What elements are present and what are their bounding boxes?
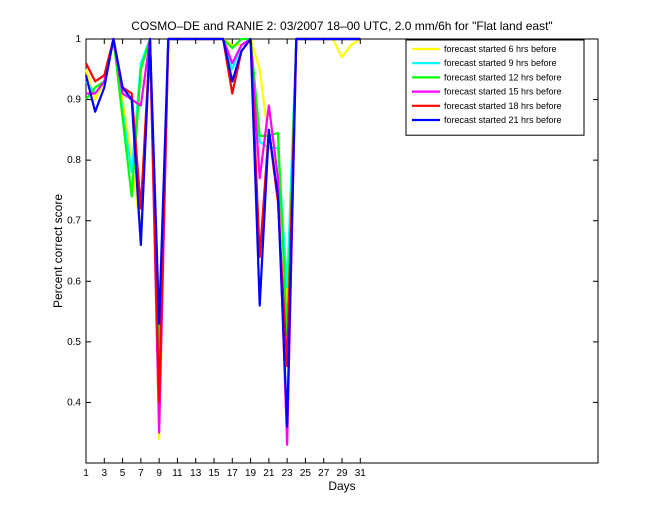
x-tick-label: 29 <box>336 468 348 479</box>
x-tick-label: 23 <box>282 468 294 479</box>
legend-entry: forecast started 21 hrs before <box>444 115 562 125</box>
y-tick-label: 0.6 <box>67 276 81 287</box>
y-tick-label: 0.7 <box>67 216 81 227</box>
x-tick-label: 11 <box>172 468 183 479</box>
y-tick-label: 0.4 <box>67 397 81 408</box>
legend: forecast started 6 hrs before forecast st… <box>405 39 585 136</box>
y-tick-label: 0.9 <box>67 95 81 106</box>
x-tick-label: 25 <box>300 468 312 479</box>
x-tick-label: 9 <box>156 468 162 479</box>
x-tick-label: 21 <box>263 468 275 479</box>
x-tick-label: 15 <box>208 468 220 479</box>
legend-entry: forecast started 12 hrs before <box>444 72 562 82</box>
chart-title: COSMO–DE and RANIE 2: 03/2007 18–00 UTC,… <box>131 19 552 33</box>
x-tick-label: 17 <box>227 468 239 479</box>
x-tick-label: 13 <box>190 468 202 479</box>
x-tick-label: 5 <box>120 468 126 479</box>
y-axis-title: Percent correct score <box>51 194 65 308</box>
x-tick-label: 7 <box>138 468 144 479</box>
y-tick-label: 1 <box>75 34 81 45</box>
y-tick-label: 0.8 <box>67 155 81 166</box>
y-tick-label: 0.5 <box>67 337 81 348</box>
x-tick-label: 19 <box>245 468 257 479</box>
legend-entry: forecast started 15 hrs before <box>444 87 562 97</box>
legend-entry: forecast started 6 hrs before <box>444 44 557 54</box>
legend-entry: forecast started 9 hrs before <box>444 58 557 68</box>
x-axis-title: Days <box>328 479 355 493</box>
x-tick-label: 3 <box>102 468 108 479</box>
series-line-6 <box>84 37 361 428</box>
x-tick-label: 31 <box>355 468 367 479</box>
legend-entry: forecast started 18 hrs before <box>444 101 562 111</box>
x-tick-label: 27 <box>318 468 330 479</box>
x-tick-label: 1 <box>83 468 89 479</box>
